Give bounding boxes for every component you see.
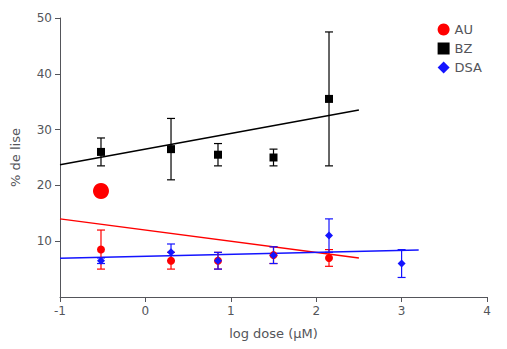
- svg-text:BZ: BZ: [455, 41, 473, 56]
- svg-text:4: 4: [483, 304, 491, 318]
- svg-text:50: 50: [37, 11, 52, 25]
- svg-text:-1: -1: [54, 304, 66, 318]
- svg-text:% de lise: % de lise: [8, 128, 23, 187]
- svg-text:AU: AU: [455, 22, 473, 37]
- svg-text:1: 1: [227, 304, 235, 318]
- svg-text:0: 0: [142, 304, 150, 318]
- svg-text:20: 20: [37, 178, 52, 192]
- svg-text:30: 30: [37, 123, 52, 137]
- svg-text:3: 3: [398, 304, 406, 318]
- svg-text:log dose (μM): log dose (μM): [229, 326, 318, 341]
- svg-text:2: 2: [312, 304, 320, 318]
- svg-text:40: 40: [37, 67, 52, 81]
- svg-text:DSA: DSA: [455, 60, 483, 75]
- svg-text:10: 10: [37, 234, 52, 248]
